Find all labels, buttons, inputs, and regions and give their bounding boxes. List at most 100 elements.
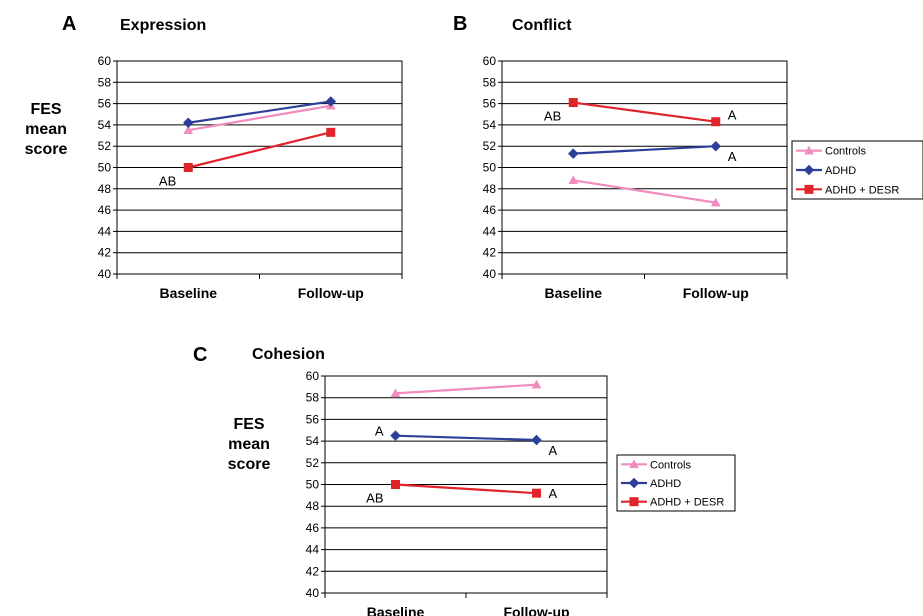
annotation-label: A [549,443,558,458]
series-line [573,179,716,204]
legend: Controls ADHD ADHD + DESR [616,454,736,512]
legend-marker [629,497,639,507]
series-line [188,100,331,124]
series-controls [390,379,542,398]
data-point [326,127,336,137]
series-line [573,145,716,155]
data-point [532,488,541,498]
legend-item: Controls [796,145,866,158]
data-point [710,140,722,152]
y-tick-label: 58 [98,75,112,89]
panel-letter: C [193,344,207,366]
series-controls [568,175,721,207]
y-tick-label: 44 [306,543,320,557]
legend-label: Controls [650,459,691,471]
x-tick-label: Baseline [367,604,425,616]
panel-letter: A [62,13,76,35]
data-point [183,163,193,172]
series-adhd [567,140,722,160]
series-line [395,434,537,442]
annotation-label: A [728,149,737,164]
y-axis-label: FES mean score [228,416,271,473]
series-adhd [390,430,542,446]
legend: Controls ADHD ADHD + DESR [791,140,923,200]
y-tick-label: 46 [98,203,112,217]
y-tick-label: 46 [483,203,497,217]
chart-title: Expression [120,17,206,34]
y-tick-label: 50 [306,478,320,492]
data-point [568,175,579,185]
data-point [182,117,194,129]
y-tick-label: 48 [306,499,320,513]
legend-item: ADHD [796,164,856,177]
legend-item: ADHD + DESR [796,184,899,196]
y-tick-label: 54 [483,118,497,132]
series-adhd-desr [183,127,336,172]
data-point [390,388,401,398]
data-point [531,379,542,389]
series-line [573,101,716,123]
series-adhd [182,96,337,129]
y-tick-label: 44 [98,224,112,238]
x-tick-label: Follow-up [683,285,749,301]
legend-marker [804,145,814,155]
annotation-label: AB [159,174,176,189]
y-tick-label: 52 [98,139,112,153]
x-tick-label: Follow-up [298,285,364,301]
series-line [395,483,537,495]
chart-title: Conflict [512,17,572,34]
y-tick-label: 42 [98,246,112,260]
legend-marker [628,477,640,489]
y-tick-label: 52 [483,139,497,153]
y-tick-label: 50 [98,161,112,175]
legend-item: ADHD [621,477,681,490]
y-tick-label: 56 [306,412,320,426]
chart-title: Cohesion [252,346,325,363]
data-point [567,148,579,160]
legend-item: Controls [621,459,691,471]
series-line [188,104,331,132]
y-tick-label: 60 [483,54,497,68]
legend-marker [629,459,639,469]
chart-panel-b: B Conflict 40 42 44 46 48 50 52 54 56 58 60 Baseline F… [453,13,923,301]
series-adhd-desr [391,480,541,498]
data-point [711,117,721,127]
legend-label: ADHD [650,478,681,490]
x-tick-label: Baseline [544,285,602,301]
x-tick-label: Baseline [159,285,217,301]
data-point [531,434,542,446]
y-tick-label: 60 [98,54,112,68]
y-tick-label: 58 [306,391,320,405]
x-tick-label: Follow-up [503,604,569,616]
panel-letter: B [453,13,467,35]
y-tick-label: 42 [306,564,320,578]
data-point [391,480,400,489]
y-tick-label: 60 [306,369,320,383]
y-tick-label: 40 [483,267,497,281]
legend-label: ADHD + DESR [825,184,899,196]
y-tick-label: 54 [306,434,320,448]
chart-panel-a: A Expression FES mean score 40 42 44 46 48 50 52 54 5… [25,13,403,301]
annotation-label: AB [544,109,561,124]
data-point [568,98,578,108]
y-tick-label: 48 [483,182,497,196]
y-tick-label: 46 [306,521,320,535]
series-controls [183,100,336,134]
y-tick-label: 48 [98,182,112,196]
y-tick-label: 40 [98,267,112,281]
data-point [325,96,337,107]
y-tick-label: 54 [98,118,112,132]
series-line [187,131,332,169]
y-tick-label: 44 [483,224,497,238]
series-line [395,383,537,395]
y-tick-label: 56 [483,97,497,111]
legend-marker [804,184,814,194]
annotation-label: AB [366,491,383,506]
y-axis-label: FES mean score [25,101,68,158]
legend-marker [803,164,815,176]
legend-item: ADHD + DESR [621,497,724,509]
data-point [710,197,721,207]
y-tick-label: 52 [306,456,320,470]
annotation-label: A [728,108,737,123]
